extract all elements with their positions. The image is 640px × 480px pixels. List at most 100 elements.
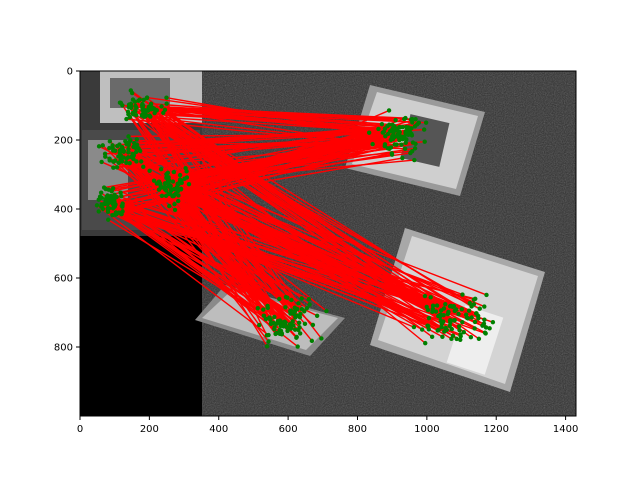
keypoint (132, 99, 138, 104)
keypoint (283, 305, 288, 310)
keypoint (140, 103, 146, 108)
keypoint (393, 117, 398, 123)
keypoint (152, 110, 157, 116)
keypoint (294, 335, 299, 340)
y-tick-label: 400 (54, 205, 73, 216)
keypoint (438, 312, 443, 317)
keypoint (265, 303, 270, 309)
keypoint (281, 323, 286, 328)
keypoint (287, 322, 293, 327)
keypoint (430, 309, 435, 315)
keypoint (423, 340, 428, 346)
keypoint (307, 302, 312, 307)
keypoint (477, 306, 482, 311)
keypoint (186, 181, 192, 187)
x-tick-label: 800 (348, 424, 367, 435)
keypoint (451, 303, 457, 309)
keypoint (263, 316, 269, 322)
keypoint (147, 168, 152, 174)
keypoint (402, 146, 408, 151)
keypoint (306, 297, 312, 302)
keypoint (483, 331, 488, 336)
keypoint (487, 326, 492, 331)
keypoint (457, 327, 462, 333)
keypoint (390, 122, 395, 128)
left-panel-black (80, 236, 202, 416)
keypoint (128, 101, 134, 107)
keypoint (133, 149, 139, 155)
x-tick-label: 1000 (414, 424, 439, 435)
keypoint (402, 116, 407, 122)
keypoint (387, 146, 392, 151)
match-line (161, 105, 472, 338)
keypoint (436, 327, 441, 333)
x-tick-label: 600 (279, 424, 298, 435)
keypoint (382, 142, 388, 147)
keypoint (458, 332, 463, 337)
keypoint (385, 123, 390, 129)
keypoint (118, 157, 123, 162)
match-line (149, 116, 279, 322)
keypoint (408, 117, 414, 122)
match-line (134, 101, 468, 319)
keypoint (447, 304, 453, 309)
keypoint (423, 120, 429, 125)
keypoint (148, 114, 153, 119)
keypoint (128, 138, 133, 143)
keypoint (110, 201, 115, 206)
keypoint (472, 319, 478, 325)
keypoint (124, 116, 129, 122)
keypoint (291, 323, 296, 328)
keypoint (324, 308, 329, 314)
keypoint (145, 108, 151, 113)
keypoint (459, 306, 465, 312)
keypoint (130, 151, 135, 157)
match-line (173, 150, 413, 173)
keypoint (137, 97, 142, 102)
keypoint (111, 165, 116, 170)
keypoint (298, 311, 303, 317)
keypoint (458, 337, 463, 342)
match-line (127, 111, 433, 338)
keypoint (469, 315, 474, 320)
match-line (154, 112, 411, 133)
keypoint (421, 127, 427, 132)
keypoint (264, 343, 270, 349)
keypoint (126, 134, 131, 139)
keypoint (176, 193, 181, 198)
keypoint (103, 154, 108, 159)
keypoint (119, 193, 124, 199)
keypoint (168, 188, 174, 193)
keypoint (268, 317, 273, 322)
x-tick-label: 1200 (483, 424, 508, 435)
keypoint (466, 308, 472, 313)
keypoint (490, 319, 496, 325)
keypoint (314, 313, 320, 318)
y-tick-label: 0 (67, 67, 73, 78)
keypoint (171, 169, 177, 175)
keypoint (471, 302, 477, 307)
keypoint (460, 292, 465, 297)
match-line (173, 194, 314, 326)
keypoint (175, 198, 181, 204)
match-line (99, 196, 486, 335)
keypoint (419, 327, 425, 332)
keypoint (475, 313, 481, 319)
keypoint (105, 206, 110, 211)
keypoint (170, 179, 176, 184)
keypoint (107, 194, 112, 200)
keypoint (112, 148, 118, 153)
keypoint (409, 126, 414, 131)
y-tick-label: 800 (54, 343, 73, 354)
keypoint (388, 129, 393, 134)
keypoint (366, 130, 372, 135)
keypoint (279, 332, 285, 337)
keypoint (425, 307, 431, 313)
keypoint (376, 126, 381, 132)
keypoint (444, 327, 449, 332)
keypoint (295, 306, 300, 312)
x-tick-label: 200 (140, 424, 159, 435)
y-tick-label: 200 (54, 136, 73, 147)
keypoint (297, 331, 303, 336)
keypoint (172, 201, 177, 207)
